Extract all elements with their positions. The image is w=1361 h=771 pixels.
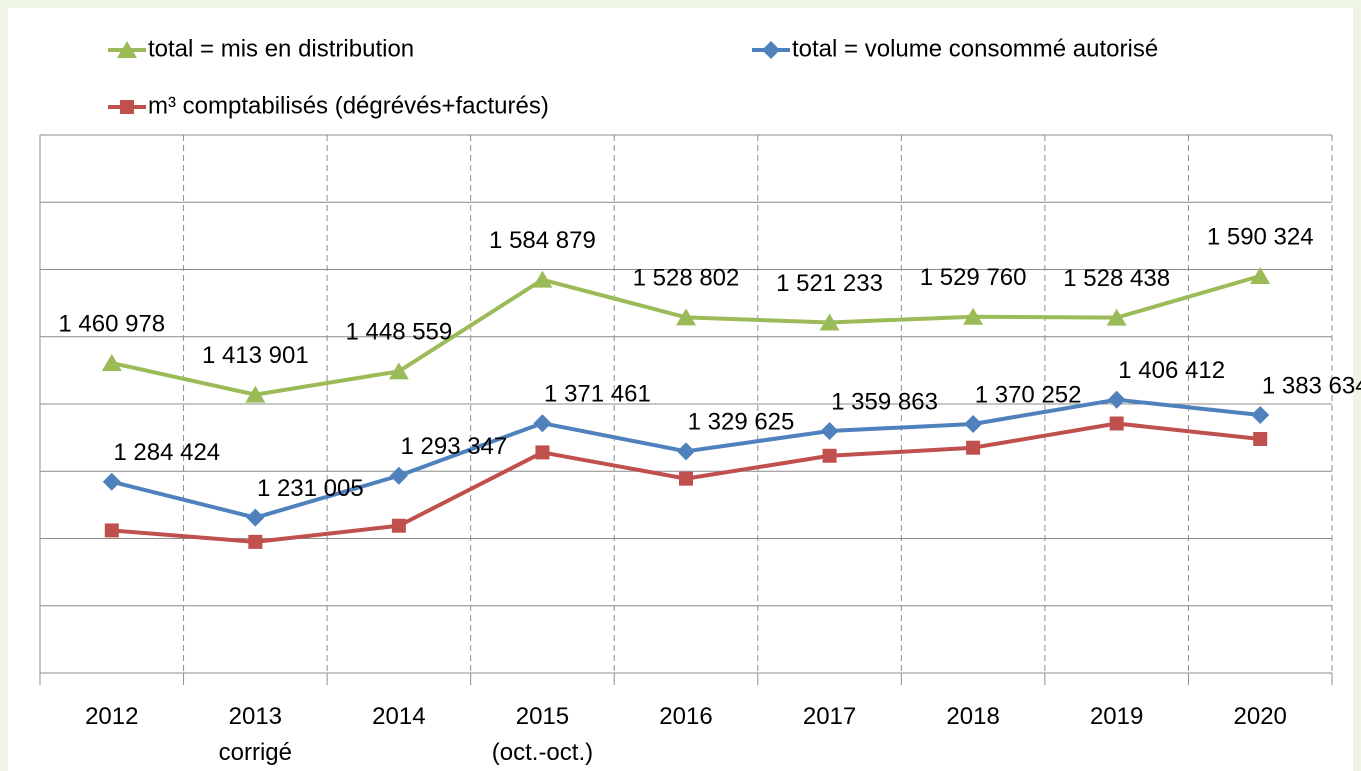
data-label: 1 370 252	[975, 381, 1082, 408]
data-point	[1250, 267, 1271, 285]
legend-marker	[117, 41, 137, 58]
data-point	[535, 445, 550, 460]
data-label: 1 359 863	[831, 388, 938, 415]
data-label: 1 528 438	[1063, 265, 1170, 292]
x-tick-label: 2016	[659, 703, 713, 730]
data-label: 1 406 412	[1118, 357, 1225, 384]
data-point	[104, 523, 119, 538]
data-point	[679, 471, 693, 486]
data-point	[388, 362, 409, 380]
data-label: 1 590 324	[1207, 223, 1314, 250]
data-point	[819, 313, 840, 331]
data-point	[101, 353, 122, 371]
data-point	[245, 385, 266, 403]
x-tick-label: 2020	[1233, 703, 1287, 730]
legend-label: total = mis en distribution	[148, 35, 414, 62]
chart-background	[8, 8, 1353, 771]
data-label: 1 293 347	[400, 433, 507, 460]
data-point	[966, 440, 981, 455]
data-point	[964, 415, 983, 434]
data-point	[102, 472, 121, 491]
x-tick-label: 2015 (oct.-oct.)	[491, 703, 594, 766]
data-label: 1 284 424	[113, 439, 220, 466]
x-tick-label: 2019	[1089, 703, 1144, 730]
data-point	[1251, 406, 1270, 425]
data-point	[391, 518, 406, 533]
data-label: 1 413 901	[202, 342, 309, 369]
data-label: 1 371 461	[544, 381, 651, 408]
x-tick-label: 2014	[372, 703, 426, 730]
data-label: 1 529 760	[920, 264, 1027, 291]
data-point	[1107, 390, 1126, 409]
legend-label: m³ comptabilisés (dégrévés+facturés)	[148, 92, 549, 119]
data-label: 1 329 625	[688, 409, 795, 436]
x-tick-label: 2012	[85, 703, 139, 730]
data-label: 1 448 559	[345, 319, 452, 346]
data-point	[533, 414, 552, 433]
data-point	[246, 508, 265, 527]
x-tick-label: 2013 corrigé	[218, 703, 292, 766]
data-label: 1 584 879	[489, 227, 596, 254]
legend-marker	[762, 41, 780, 59]
x-tick-label: 2018	[946, 703, 1000, 730]
data-point	[822, 448, 837, 463]
legend-marker	[120, 100, 134, 114]
data-label: 1 460 978	[58, 310, 165, 337]
data-point	[677, 442, 695, 461]
data-point	[248, 534, 263, 549]
data-label: 1 521 233	[776, 270, 883, 297]
data-point	[676, 308, 696, 326]
x-tick-label: 2017	[802, 703, 857, 730]
data-label: 1 231 005	[257, 475, 364, 502]
data-point	[1253, 431, 1268, 446]
data-point	[389, 466, 408, 485]
data-point	[532, 270, 553, 288]
legend-label: total = volume consommé autorisé	[792, 35, 1158, 62]
data-label: 1 383 634	[1262, 372, 1361, 399]
data-point	[820, 421, 839, 440]
data-point	[1106, 308, 1127, 326]
data-point	[963, 307, 984, 325]
data-point	[1109, 416, 1124, 431]
data-label: 1 528 802	[633, 265, 740, 292]
